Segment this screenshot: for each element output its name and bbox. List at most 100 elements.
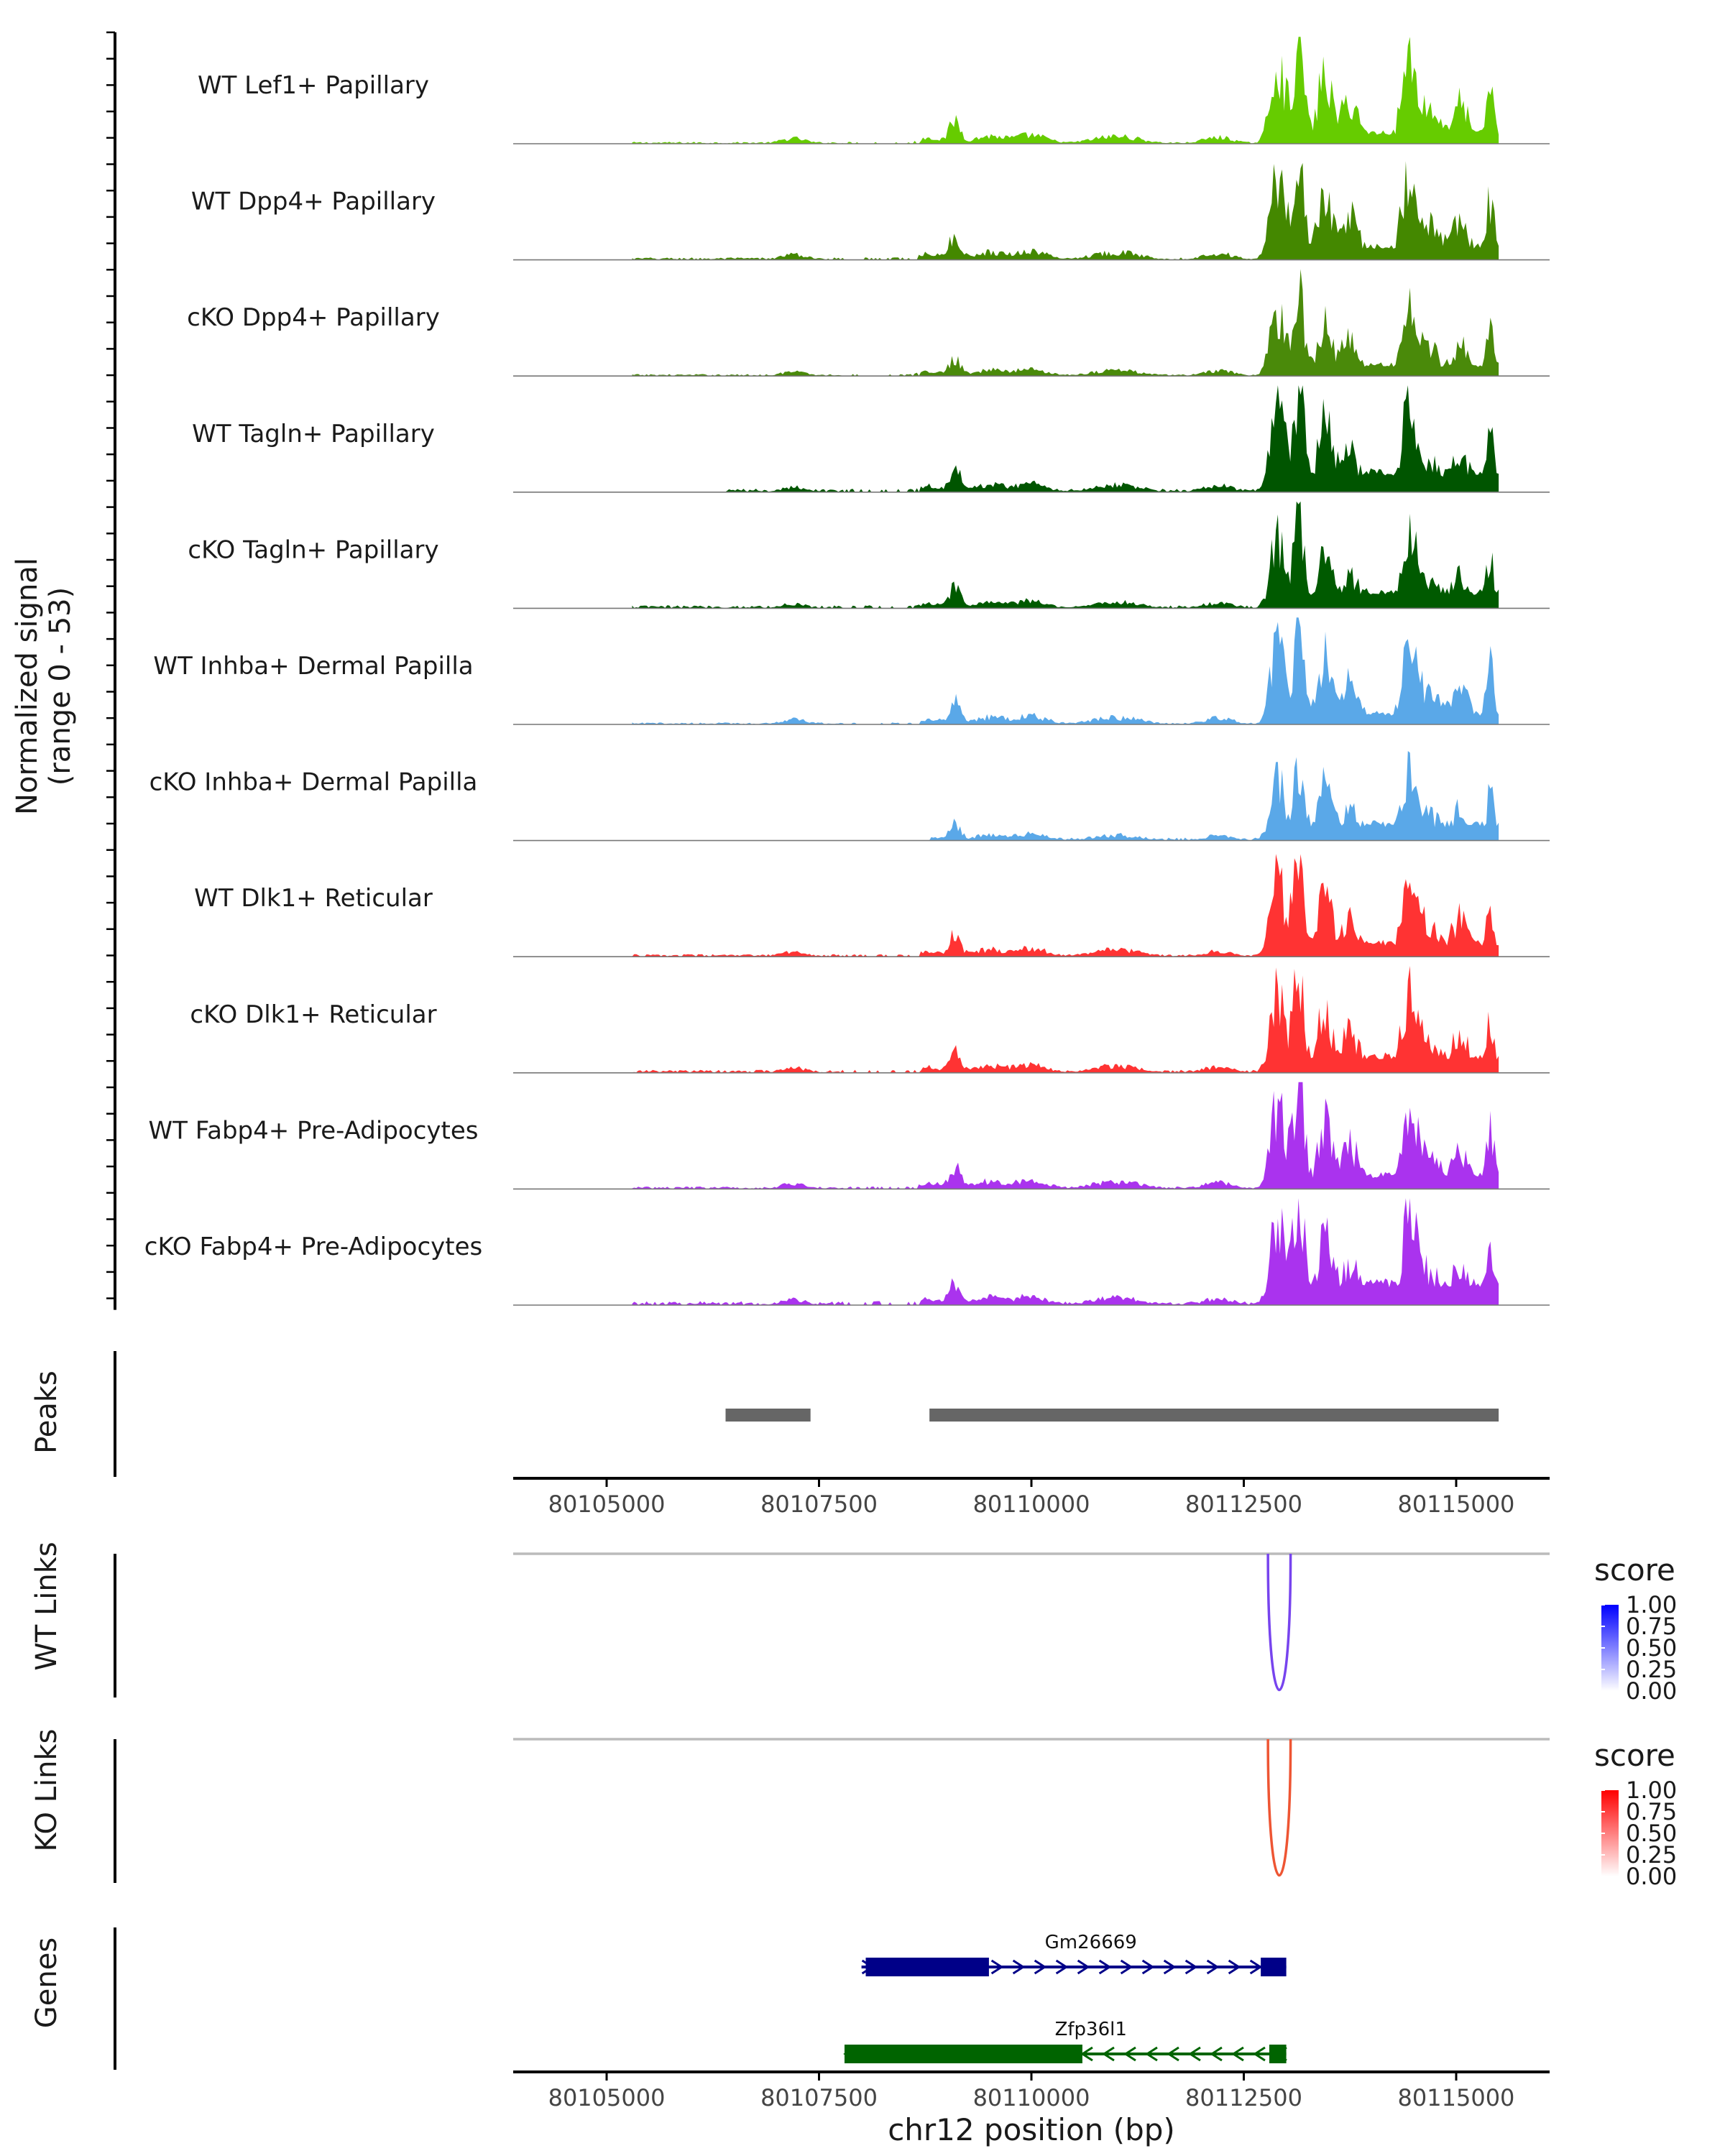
x-tick-label: 80110000: [973, 2084, 1090, 2111]
coverage-y-label-line2: (range 0 - 53): [44, 586, 77, 786]
coverage-area: [632, 966, 1499, 1073]
x-tick-label: 80110000: [973, 1491, 1090, 1518]
links-track: score 1.000.750.500.250.00: [114, 1738, 1677, 1890]
coverage-area: [632, 269, 1499, 377]
peaks-axis-label: Peaks: [30, 1370, 63, 1454]
coverage-area: [632, 751, 1499, 841]
coverage-track-label: WT Fabp4+ Pre-Adipocytes: [149, 1116, 479, 1145]
coverage-track: WT Fabp4+ Pre-Adipocytes: [149, 1082, 1550, 1190]
coverage-area: [632, 385, 1499, 492]
coverage-track-label: WT Tagln+ Papillary: [192, 420, 435, 448]
strand-arrow: [1206, 1959, 1220, 1975]
strand-arrow: [1231, 2046, 1244, 2062]
coverage-track-label: WT Lef1+ Papillary: [198, 71, 429, 100]
gene-exon: [1261, 1958, 1287, 1976]
strand-arrow: [1034, 1959, 1047, 1975]
coverage-track: WT Dpp4+ Papillary: [191, 161, 1550, 261]
gene-exon: [1269, 2045, 1287, 2063]
peaks-panel: 80105000 80107500 80110000 80112500 80115000: [114, 1351, 1550, 1518]
legend-tick-label: 1.00: [1626, 1591, 1677, 1618]
links-track: score 1.000.750.500.250.00: [114, 1552, 1677, 1705]
gene-name-label: Gm26669: [1045, 1932, 1137, 1953]
strand-arrow: [1188, 2046, 1201, 2062]
legend-tick-label: 0.75: [1626, 1613, 1677, 1640]
legend-tick-label: 0.00: [1626, 1677, 1677, 1705]
strand-arrow: [1253, 2046, 1266, 2062]
legend-tick-label: 0.50: [1626, 1634, 1677, 1662]
coverage-area: [632, 37, 1499, 144]
strand-arrow: [1228, 1959, 1241, 1975]
genes-axis-label: Genes: [30, 1937, 63, 2029]
coverage-track: WT Dlk1+ Reticular: [194, 854, 1550, 957]
coverage-track: cKO Tagln+ Papillary: [188, 501, 1550, 609]
strand-arrow: [1184, 1959, 1198, 1975]
strand-arrow: [1077, 1959, 1090, 1975]
coverage-track-label: WT Inhba+ Dermal Papilla: [153, 652, 473, 681]
legend-title: score: [1594, 1552, 1675, 1588]
strand-arrow: [990, 1959, 1004, 1975]
gene-name-label: Zfp36l1: [1055, 2019, 1127, 2040]
coverage-y-label-line1: Normalized signal: [11, 558, 44, 815]
coverage-track: cKO Fabp4+ Pre-Adipocytes: [144, 1198, 1550, 1306]
peak-region: [725, 1409, 811, 1422]
coverage-track: WT Tagln+ Papillary: [192, 385, 1550, 493]
legend-tick-label: 0.50: [1626, 1820, 1677, 1847]
strand-arrow: [1145, 2046, 1158, 2062]
coverage-track-label: cKO Inhba+ Dermal Papilla: [150, 768, 478, 797]
coverage-track-label: cKO Fabp4+ Pre-Adipocytes: [144, 1233, 483, 1261]
coverage-area: [632, 617, 1499, 724]
strand-arrow: [1163, 1959, 1177, 1975]
gene-model: Zfp36l1: [843, 2019, 1287, 2063]
strand-arrow: [1098, 1959, 1112, 1975]
gene-exon: [865, 1958, 989, 1976]
coverage-track: WT Inhba+ Dermal Papilla: [153, 617, 1550, 725]
strand-arrow: [1141, 1959, 1155, 1975]
x-tick-label: 80105000: [548, 2084, 666, 2111]
coverage-area: [632, 854, 1499, 957]
coverage-track-label: cKO Dpp4+ Papillary: [187, 303, 440, 332]
x-tick-label: 80115000: [1398, 2084, 1515, 2111]
legend-tick-label: 1.00: [1626, 1777, 1677, 1804]
x-tick-label: 80107500: [760, 1491, 878, 1518]
gene-exon: [844, 2045, 1082, 2063]
legend-tick-label: 0.00: [1626, 1863, 1677, 1890]
links-panels: score1.000.750.500.250.00score1.000.750.…: [114, 1552, 1677, 1890]
coverage-track-label: cKO Tagln+ Papillary: [188, 535, 438, 564]
peak-region: [929, 1409, 1499, 1422]
strand-arrow: [1055, 1959, 1069, 1975]
strand-arrow: [1102, 2046, 1115, 2062]
strand-arrow: [1120, 1959, 1133, 1975]
legend-tick-label: 0.75: [1626, 1798, 1677, 1825]
x-tick-label: 80105000: [548, 1491, 666, 1518]
coverage-track-label: WT Dpp4+ Papillary: [191, 188, 436, 216]
coverage-area: [632, 1082, 1499, 1189]
coverage-area: [632, 1198, 1499, 1305]
x-tick-label: 80115000: [1398, 1491, 1515, 1518]
coverage-area: [632, 161, 1499, 260]
link-arc: [1266, 1553, 1292, 1692]
strand-arrow: [1080, 2046, 1093, 2062]
strand-arrow: [1123, 2046, 1136, 2062]
coverage-track: WT Lef1+ Papillary: [198, 37, 1550, 144]
strand-arrow: [1012, 1959, 1026, 1975]
coverage-track-label: cKO Dlk1+ Reticular: [190, 1000, 436, 1029]
legend-tick-label: 0.25: [1626, 1656, 1677, 1683]
coverage-track-label: WT Dlk1+ Reticular: [194, 884, 433, 913]
gene-model: Gm26669: [861, 1932, 1287, 1976]
coverage-y-axis-label: Normalized signal (range 0 - 53): [11, 550, 90, 823]
strand-arrow: [1210, 2046, 1223, 2062]
x-tick-label: 80107500: [760, 2084, 878, 2111]
coverage-area: [632, 501, 1499, 609]
strand-arrow: [1249, 1959, 1263, 1975]
coverage-panel: WT Lef1+ Papillary WT Dpp4+ Papillary cKO …: [106, 31, 1550, 1310]
ko-links-axis-label: KO Links: [30, 1728, 63, 1852]
legend-tick-label: 0.25: [1626, 1841, 1677, 1869]
link-arc: [1266, 1738, 1292, 1877]
x-axis-title: chr12 position (bp): [888, 2112, 1175, 2147]
coverage-track: cKO Dlk1+ Reticular: [190, 966, 1550, 1074]
wt-links-axis-label: WT Links: [30, 1542, 63, 1671]
x-tick-label: 80112500: [1185, 2084, 1302, 2111]
x-tick-label: 80112500: [1185, 1491, 1302, 1518]
legend-title: score: [1594, 1738, 1675, 1773]
